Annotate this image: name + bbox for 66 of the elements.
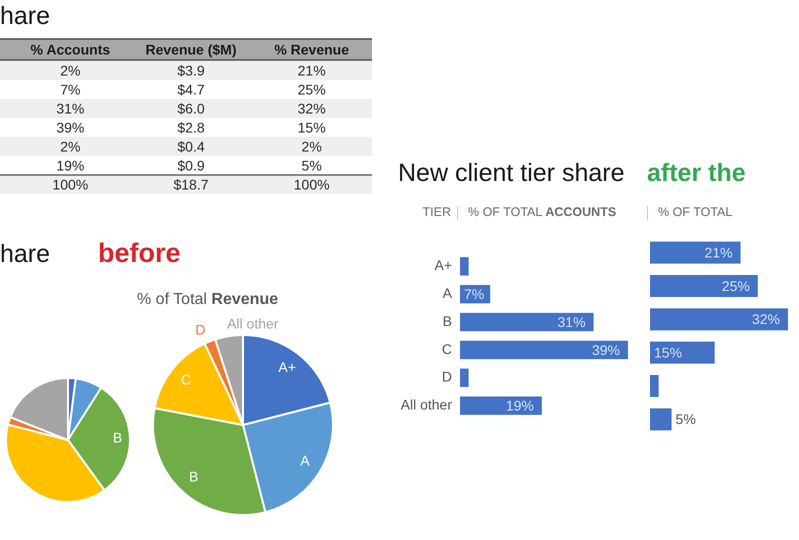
text: 31% bbox=[56, 100, 84, 116]
text: $3.9 bbox=[177, 62, 205, 78]
bar bbox=[650, 242, 741, 264]
text: 15% bbox=[298, 119, 326, 136]
text: 100% bbox=[52, 176, 88, 192]
chart-title: New client tier share bbox=[398, 159, 624, 188]
y-tick-label: All other bbox=[400, 396, 452, 413]
category-label: Revenue ($M) bbox=[145, 41, 237, 58]
text: 25% bbox=[298, 81, 326, 98]
bar bbox=[460, 396, 542, 415]
bar bbox=[460, 368, 469, 387]
x-axis-title: % OF TOTAL bbox=[658, 205, 732, 219]
bar bbox=[650, 408, 672, 430]
data-label: 39% bbox=[592, 342, 620, 358]
data-label: 15% bbox=[654, 344, 682, 361]
data-label: 25% bbox=[722, 278, 750, 294]
data-label: 19% bbox=[506, 398, 534, 414]
slice-label: A+ bbox=[278, 358, 296, 375]
data-label: 21% bbox=[704, 244, 733, 261]
text: hare bbox=[0, 2, 50, 31]
text: $18.7 bbox=[173, 176, 209, 192]
text: 21% bbox=[298, 62, 326, 78]
y-tick-label: D bbox=[442, 368, 452, 385]
chart-title: hare bbox=[0, 240, 50, 269]
y-tick-label: A+ bbox=[434, 257, 452, 274]
slice-label: B bbox=[189, 468, 198, 484]
x-axis-title: % OF TOTAL ACCOUNTS bbox=[468, 205, 616, 219]
bar bbox=[650, 275, 758, 297]
category-label: % Revenue bbox=[274, 41, 350, 58]
bar bbox=[460, 257, 469, 276]
bar bbox=[650, 375, 659, 397]
chart-title: after the bbox=[647, 159, 746, 188]
slice-label: All other bbox=[227, 315, 279, 332]
bar bbox=[650, 342, 715, 364]
bar bbox=[650, 308, 788, 330]
text: $0.9 bbox=[177, 157, 205, 174]
slice-label: B bbox=[112, 429, 122, 446]
data-label: 31% bbox=[558, 314, 586, 330]
slice-label: D bbox=[195, 321, 206, 338]
slice-label: C bbox=[181, 372, 192, 388]
data-label: 5% bbox=[676, 411, 696, 428]
text: 32% bbox=[298, 100, 326, 116]
chart-title: % of Total Revenue bbox=[137, 291, 278, 308]
chart-subtitle: before bbox=[98, 238, 181, 269]
text: $0.4 bbox=[177, 138, 205, 154]
y-tick-label: A bbox=[442, 285, 453, 302]
bar bbox=[460, 340, 628, 360]
category-label: % Accounts bbox=[30, 41, 110, 58]
text: 5% bbox=[302, 157, 322, 174]
text: 19% bbox=[56, 157, 84, 174]
text: $2.8 bbox=[177, 119, 205, 136]
data-label: 7% bbox=[464, 286, 484, 302]
data-label: 32% bbox=[752, 311, 780, 328]
text: 39% bbox=[56, 119, 84, 136]
text: 2% bbox=[302, 138, 322, 154]
slice-label: A bbox=[300, 452, 310, 469]
text: 7% bbox=[60, 81, 80, 98]
y-tick-label: B bbox=[442, 312, 452, 329]
text: 100% bbox=[294, 176, 330, 192]
text: $4.7 bbox=[177, 81, 205, 98]
y-axis-title: TIER bbox=[422, 205, 451, 219]
text: $6.0 bbox=[177, 100, 205, 116]
bar bbox=[460, 312, 594, 332]
y-tick-label: C bbox=[442, 340, 452, 357]
text: 2% bbox=[60, 62, 80, 78]
text: 2% bbox=[60, 138, 80, 154]
